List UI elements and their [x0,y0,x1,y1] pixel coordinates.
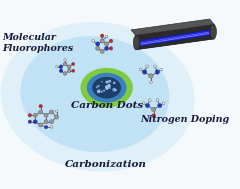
Ellipse shape [80,68,133,108]
Ellipse shape [152,114,156,117]
Ellipse shape [151,107,156,112]
Ellipse shape [59,69,63,73]
Ellipse shape [100,39,104,43]
Ellipse shape [150,81,152,84]
Ellipse shape [100,91,103,93]
Ellipse shape [105,87,109,90]
Text: Molecular
Fluorophores: Molecular Fluorophores [3,33,74,53]
Ellipse shape [50,126,53,129]
Ellipse shape [33,120,37,124]
Ellipse shape [96,86,98,88]
Ellipse shape [133,35,140,50]
Ellipse shape [72,62,75,66]
Ellipse shape [44,113,48,117]
Ellipse shape [63,72,67,75]
Ellipse shape [103,90,105,91]
Ellipse shape [56,65,58,68]
Ellipse shape [44,125,48,129]
Ellipse shape [59,65,63,69]
Ellipse shape [99,89,100,91]
Ellipse shape [92,40,95,42]
Ellipse shape [142,70,147,74]
Ellipse shape [105,81,108,84]
Ellipse shape [49,120,54,124]
Ellipse shape [39,123,43,127]
Ellipse shape [28,120,32,123]
Ellipse shape [87,73,126,103]
Ellipse shape [33,113,37,117]
Ellipse shape [108,81,110,83]
Ellipse shape [210,24,216,39]
Ellipse shape [109,39,113,43]
Ellipse shape [44,120,48,124]
Ellipse shape [114,89,117,91]
Ellipse shape [55,110,58,112]
Ellipse shape [155,70,160,74]
Ellipse shape [49,110,54,114]
Ellipse shape [162,102,165,105]
Ellipse shape [100,34,104,38]
Ellipse shape [139,68,142,71]
Ellipse shape [97,90,100,93]
Ellipse shape [67,69,71,73]
Ellipse shape [64,59,66,61]
Ellipse shape [104,46,109,50]
Ellipse shape [39,105,42,108]
Ellipse shape [97,90,100,93]
Ellipse shape [104,42,109,46]
Polygon shape [136,24,214,50]
Ellipse shape [108,86,111,89]
Ellipse shape [72,69,75,72]
Ellipse shape [100,49,104,53]
Ellipse shape [160,68,163,71]
Ellipse shape [98,85,100,87]
Ellipse shape [96,42,100,46]
Ellipse shape [101,81,103,82]
Text: Carbon Dots: Carbon Dots [71,101,143,110]
Ellipse shape [108,84,111,87]
Ellipse shape [148,99,151,101]
Ellipse shape [108,80,111,83]
Ellipse shape [54,115,59,119]
Ellipse shape [92,77,121,99]
Polygon shape [131,19,214,35]
Ellipse shape [39,110,43,114]
Ellipse shape [145,65,148,68]
Ellipse shape [112,88,116,91]
Ellipse shape [20,36,169,152]
Ellipse shape [105,85,108,89]
Ellipse shape [63,62,67,66]
Ellipse shape [113,82,115,84]
Ellipse shape [96,46,100,50]
Polygon shape [140,30,210,46]
Ellipse shape [67,65,71,69]
Ellipse shape [105,35,108,38]
Ellipse shape [1,22,195,172]
Ellipse shape [145,103,150,108]
Ellipse shape [156,99,159,101]
Text: Nitrogen Doping: Nitrogen Doping [140,115,229,124]
Ellipse shape [28,113,32,117]
Ellipse shape [142,102,145,105]
Ellipse shape [149,74,153,78]
Ellipse shape [154,65,156,68]
Text: Carbonization: Carbonization [65,160,147,169]
Ellipse shape [109,46,113,50]
Ellipse shape [158,103,162,108]
